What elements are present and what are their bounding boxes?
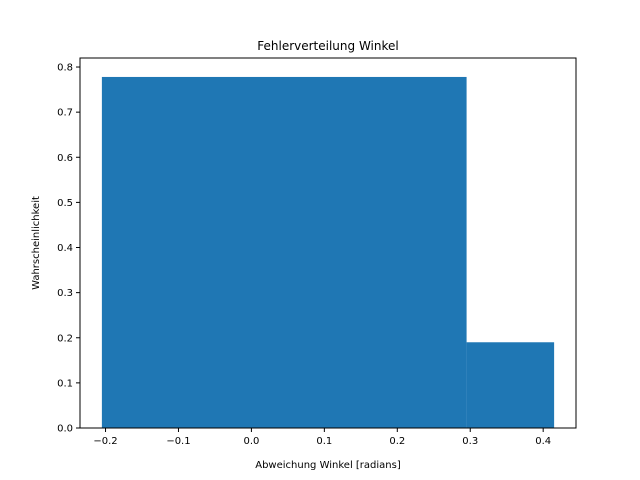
- y-axis: 0.0 0.1 0.2 0.3 0.4 0.5 0.6 0.7 0.8: [57, 63, 80, 435]
- y-axis-label: Wahrscheinlichkeit: [31, 196, 42, 290]
- y-tick-label: 0.1: [57, 378, 73, 389]
- x-tick-label: 0.3: [462, 436, 478, 447]
- y-tick-label: 0.6: [57, 153, 73, 164]
- x-axis-label: Abweichung Winkel [radians]: [255, 460, 401, 471]
- bars-group: [101, 76, 555, 428]
- x-tick-label: −0.2: [93, 436, 117, 447]
- y-tick-label: 0.5: [57, 198, 73, 209]
- x-tick-label: 0.4: [535, 436, 551, 447]
- plot-frame: [79, 57, 577, 429]
- y-tick-label: 0.0: [57, 424, 73, 435]
- y-tick-label: 0.7: [57, 108, 73, 119]
- y-tick-label: 0.8: [57, 63, 73, 74]
- y-tick-label: 0.4: [57, 243, 73, 254]
- x-tick-label: 0.1: [316, 436, 332, 447]
- chart-title: Fehlerverteilung Winkel: [257, 39, 398, 53]
- y-tick-label: 0.3: [57, 288, 73, 299]
- x-axis: −0.2 −0.1 0.0 0.1 0.2 0.3 0.4: [93, 428, 551, 447]
- histogram-bar-0: [101, 76, 467, 428]
- y-tick-label: 0.2: [57, 333, 73, 344]
- x-tick-label: 0.0: [243, 436, 259, 447]
- histogram-bar-1: [466, 342, 555, 428]
- x-tick-label: 0.2: [389, 436, 405, 447]
- x-tick-label: −0.1: [166, 436, 190, 447]
